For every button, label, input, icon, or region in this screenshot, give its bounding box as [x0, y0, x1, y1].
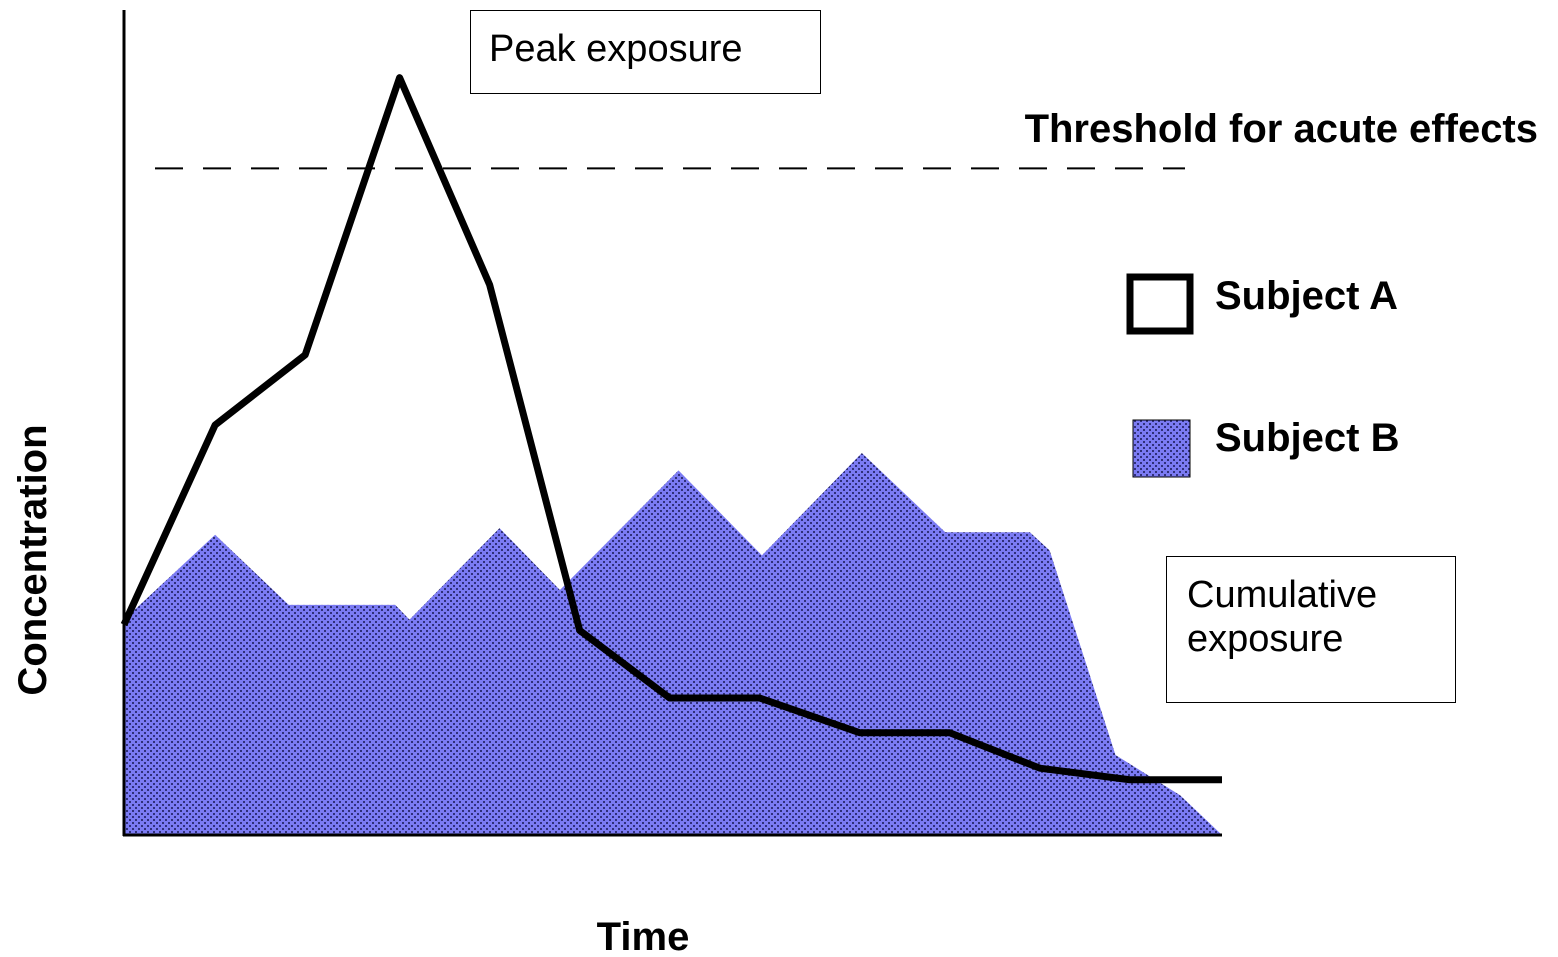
x-axis-label: Time — [597, 915, 690, 957]
annotation: Peak exposure — [470, 10, 821, 94]
y-axis-label: Concentration — [11, 424, 55, 695]
line — [120, 74, 1222, 784]
annotation: Cumulative exposure — [1166, 556, 1456, 703]
legend-label: Subject B — [1215, 416, 1399, 460]
area — [124, 453, 1222, 835]
legend-swatch — [1126, 273, 1194, 335]
threshold-label: Threshold for acute effects — [1025, 107, 1538, 151]
legend-label: Subject A — [1215, 274, 1398, 318]
legend-swatch — [1132, 419, 1191, 478]
